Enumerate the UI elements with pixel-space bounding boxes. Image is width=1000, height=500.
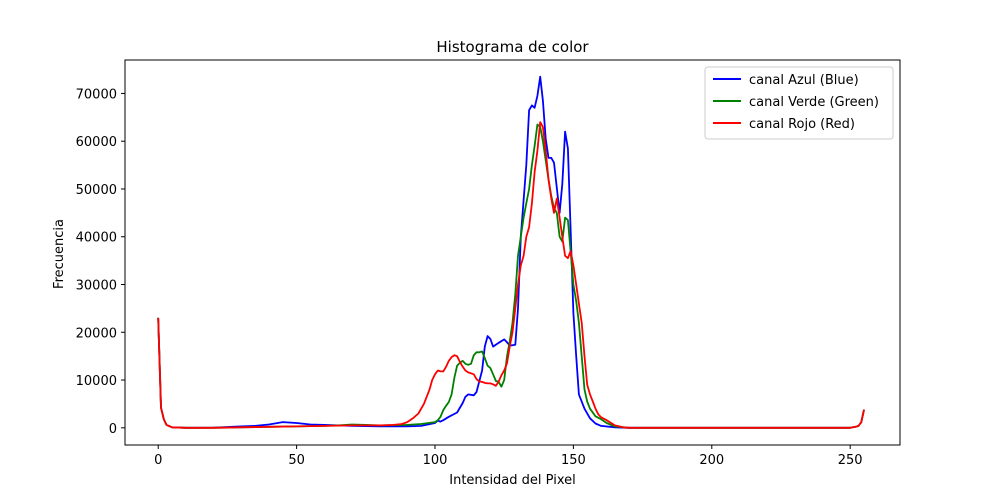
x-tick-label: 0 xyxy=(154,453,162,468)
series-line-2 xyxy=(157,121,865,429)
y-tick-label: 30000 xyxy=(76,279,117,294)
y-tick-label: 0 xyxy=(109,422,117,437)
y-tick-label: 60000 xyxy=(76,135,117,150)
x-tick-label: 150 xyxy=(561,453,586,468)
y-tick-label: 20000 xyxy=(76,326,117,341)
y-tick-label: 70000 xyxy=(76,87,117,102)
x-tick-label: 50 xyxy=(288,453,305,468)
x-axis: 0 50 100 150 200 250 xyxy=(154,445,863,468)
y-tick-label: 10000 xyxy=(76,374,117,389)
legend-box xyxy=(704,66,894,140)
legend-label-1: canal Verde (Green) xyxy=(749,95,879,110)
series-line-1 xyxy=(157,123,865,429)
y-axis-title: Frecuencia xyxy=(52,219,67,289)
y-axis: 0 10000 20000 30000 40000 50000 60000 70000 xyxy=(76,87,125,437)
y-tick-label: 40000 xyxy=(76,231,117,246)
legend-label-0: canal Azul (Blue) xyxy=(749,73,859,88)
y-tick-label: 50000 xyxy=(76,183,117,198)
x-axis-title: Intensidad del Pixel xyxy=(449,473,575,488)
x-tick-label: 100 xyxy=(423,453,448,468)
legend-label-2: canal Rojo (Red) xyxy=(749,117,855,132)
x-tick-label: 200 xyxy=(699,453,724,468)
chart-title: Histograma de color xyxy=(436,38,589,56)
legend: canal Azul (Blue) canal Verde (Green) cana… xyxy=(704,66,894,140)
plot-lines xyxy=(157,75,865,429)
plot-frame xyxy=(124,59,901,446)
series-line-0 xyxy=(157,75,865,429)
x-tick-label: 250 xyxy=(838,453,863,468)
